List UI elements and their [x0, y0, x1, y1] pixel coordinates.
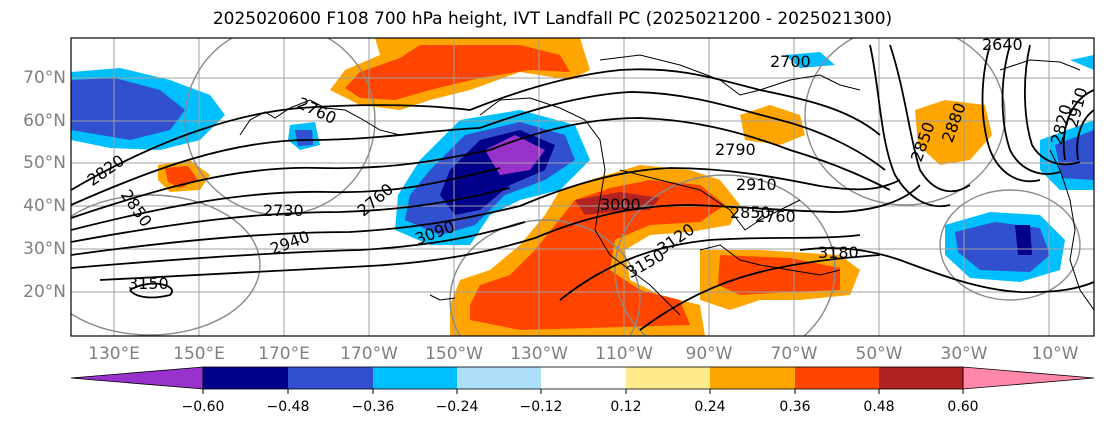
colorbar-segment — [541, 367, 626, 389]
colorbar-tick-label: 0.24 — [694, 399, 726, 415]
colorbar-segment — [795, 367, 879, 389]
height-contours — [71, 44, 1094, 331]
lon-label: 130°E — [88, 344, 140, 364]
contour-label: 3180 — [818, 243, 859, 262]
reference-circles — [71, 38, 1081, 336]
colorbar-segment — [288, 367, 373, 389]
lat-label: 50°N — [23, 153, 66, 173]
lat-label: 70°N — [23, 68, 66, 88]
coastlines — [239, 54, 1094, 316]
contour-label: 2850 — [730, 203, 771, 222]
colorbar-segment — [373, 367, 457, 389]
lon-label: 90°W — [685, 344, 733, 364]
colorbar-segment — [457, 367, 541, 389]
ivt-shading — [71, 38, 1094, 336]
lon-label: 170°W — [340, 344, 398, 364]
map-title: 2025020600 F108 700 hPa height, IVT Land… — [212, 9, 893, 29]
colorbar-tick-label: −0.36 — [351, 399, 395, 415]
contour-label: 2640 — [982, 35, 1023, 54]
lon-label: 150°W — [425, 344, 483, 364]
contour-label: 3150 — [128, 274, 169, 293]
lat-label: 30°N — [23, 239, 66, 259]
colorbar-tick-label: 0.36 — [779, 399, 811, 415]
colorbar-tick-label: −0.24 — [435, 399, 479, 415]
map-frame — [70, 37, 1095, 337]
lon-label: 130°W — [510, 344, 568, 364]
colorbar-segment — [710, 367, 795, 389]
graticule — [71, 38, 1094, 336]
colorbar-segment — [203, 367, 288, 389]
contour-label: 3000 — [600, 195, 641, 214]
contour-label: 2700 — [770, 52, 811, 71]
lon-label: 70°W — [770, 344, 818, 364]
lon-label: 170°E — [258, 344, 310, 364]
lat-label: 20°N — [23, 282, 66, 302]
contour-label: 2760 — [755, 207, 796, 226]
lon-label: 110°W — [595, 344, 653, 364]
colorbar-tick-label: 0.60 — [947, 399, 979, 415]
colorbar-tick-label: 0.12 — [610, 399, 642, 415]
colorbar-extend-high — [962, 366, 1095, 390]
lat-label: 40°N — [23, 196, 66, 216]
lon-label: 50°W — [855, 344, 903, 364]
lon-label: 10°W — [1031, 344, 1079, 364]
colorbar-tick-label: −0.12 — [519, 399, 563, 415]
colorbar-extend-low — [70, 366, 204, 390]
colorbar-tick-label: −0.60 — [181, 399, 225, 415]
contour-label: 2730 — [263, 201, 304, 220]
contour-label: 2910 — [736, 175, 777, 194]
colorbar-segment — [626, 367, 710, 389]
colorbar-tick-label: −0.48 — [266, 399, 310, 415]
contour-label: 2790 — [715, 140, 756, 159]
colorbar-tick-label: 0.48 — [863, 399, 895, 415]
lat-label: 60°N — [23, 111, 66, 131]
lon-label: 30°W — [940, 344, 988, 364]
colorbar-segment — [879, 367, 963, 389]
lon-label: 150°E — [173, 344, 225, 364]
colorbar — [70, 366, 1095, 394]
